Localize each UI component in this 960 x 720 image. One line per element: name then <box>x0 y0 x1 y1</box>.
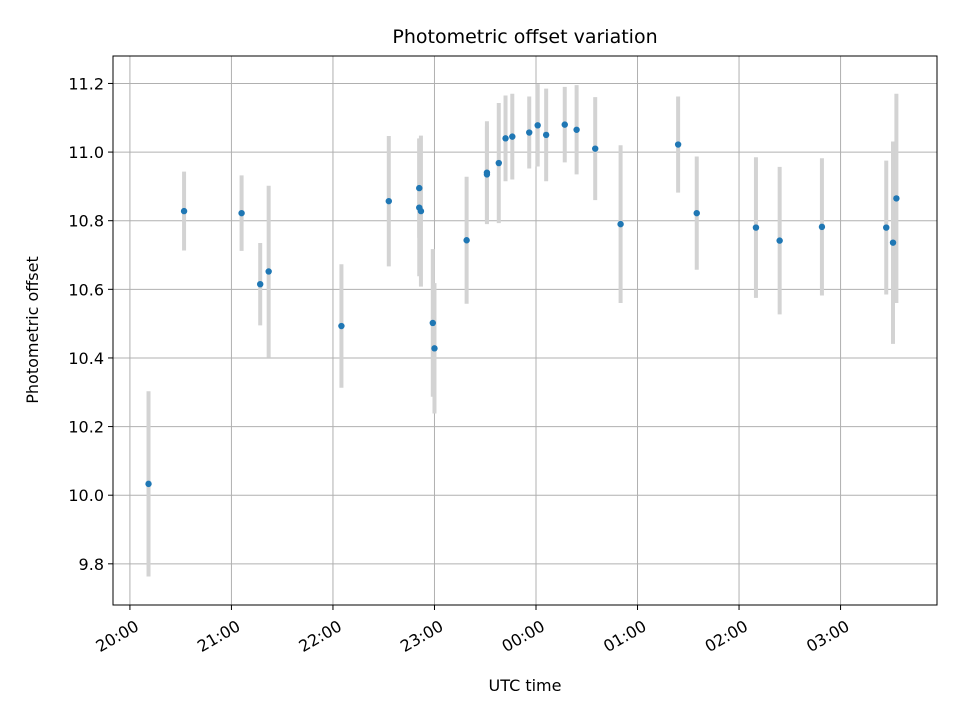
y-tick-label: 10.2 <box>68 418 104 437</box>
data-point <box>534 122 541 129</box>
data-point <box>561 121 568 128</box>
data-point <box>385 197 392 205</box>
data-point <box>180 207 188 215</box>
plot-frame <box>112 55 938 606</box>
data-point <box>257 280 264 288</box>
data-point <box>818 223 826 231</box>
data-point <box>495 159 502 167</box>
data-point <box>542 131 550 139</box>
data-point <box>752 224 760 231</box>
y-tick-label: 10.0 <box>68 486 104 505</box>
x-axis-label: UTC time <box>489 676 562 695</box>
data-point <box>483 171 491 178</box>
data-point <box>429 319 436 327</box>
data-point <box>338 322 345 330</box>
y-tick-label: 11.2 <box>68 74 104 93</box>
y-tick-label: 10.6 <box>68 280 104 299</box>
data-point <box>674 141 682 148</box>
data-point <box>693 209 700 217</box>
y-tick-label: 10.4 <box>68 349 104 368</box>
data-point <box>617 220 624 228</box>
data-point <box>417 207 425 215</box>
data-point <box>883 224 890 231</box>
grid <box>113 56 937 605</box>
y-tick-label: 9.8 <box>79 555 104 574</box>
data-point <box>776 237 783 244</box>
y-tick-label: 10.8 <box>68 212 104 231</box>
data-point <box>416 184 423 192</box>
data-point <box>431 345 438 352</box>
data-point <box>526 129 533 136</box>
y-tick-label: 11.0 <box>68 143 104 162</box>
data-point <box>265 268 272 275</box>
data-point <box>238 209 245 217</box>
data-point <box>145 480 152 488</box>
data-point <box>889 239 897 246</box>
data-point <box>509 133 516 140</box>
chart-title: Photometric offset variation <box>392 26 657 48</box>
data-point <box>573 126 580 133</box>
y-axis: 9.8 10.0 10.2 10.4 10.6 10.8 11.0 11.2 <box>68 74 113 574</box>
data-point <box>592 145 599 152</box>
data-points <box>145 121 900 488</box>
data-point <box>502 135 509 142</box>
data-point <box>893 195 900 202</box>
data-point <box>463 237 470 244</box>
y-axis-label: Photometric offset <box>23 256 42 404</box>
